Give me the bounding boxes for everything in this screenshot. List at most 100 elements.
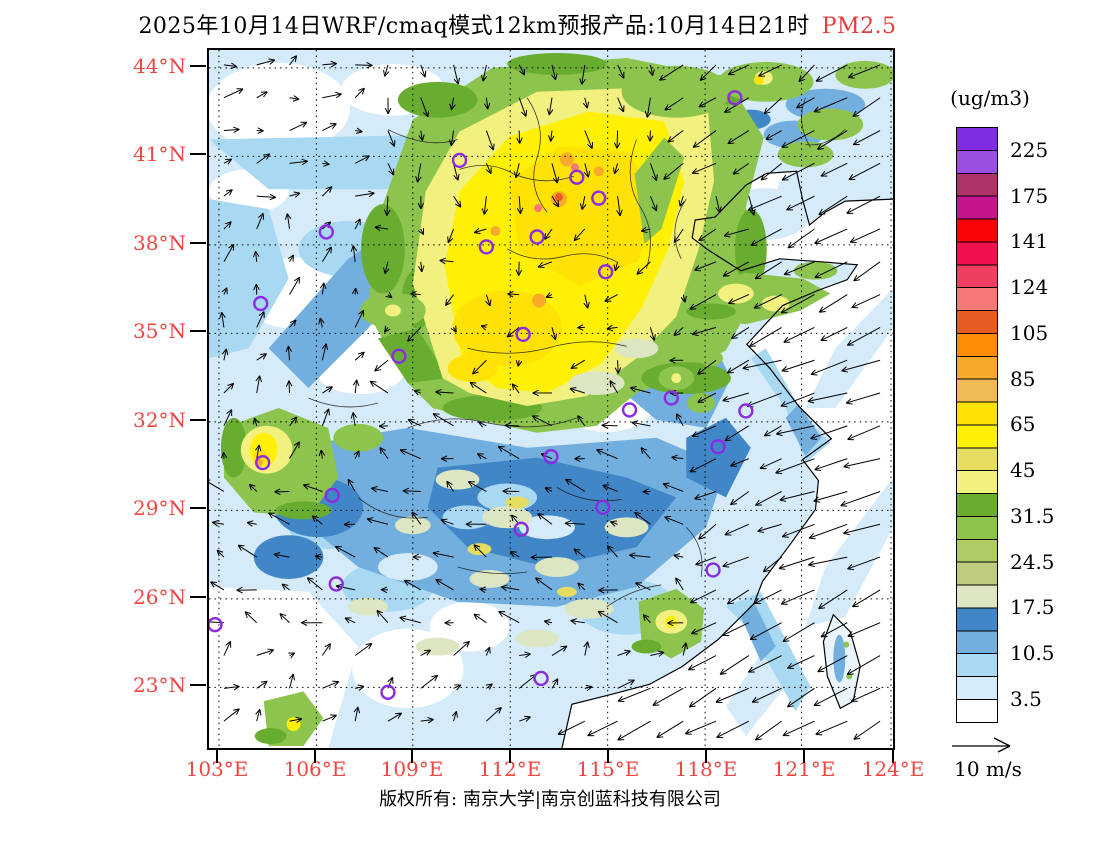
wind-arrow [485,683,493,686]
legend-swatch [956,630,998,655]
wind-arrow [722,561,728,567]
wind-arrow [290,416,297,421]
wind-arrow [787,246,795,249]
wind-arrow [485,294,491,307]
coastline [561,170,893,748]
wind-arrow [853,733,858,740]
wind-arrow [407,335,411,342]
wind-arrow [651,175,657,182]
wind-arrow [440,518,448,521]
wind-arrow [847,425,881,440]
wind-arrow [619,209,623,217]
city-marker [595,499,611,516]
wind-arrow [673,554,684,558]
wind-arrow [636,272,644,275]
wind-arrow [260,353,267,356]
wind-arrow [820,162,848,177]
wind-arrow [819,311,826,313]
wind-arrow [724,111,731,113]
wind-arrow [723,231,730,237]
wind-arrow [329,643,331,650]
wind-arrow [644,111,648,118]
wind-arrow [472,371,479,375]
wind-arrow [380,586,388,591]
wind-arrow [432,413,454,427]
wind-arrow [565,478,586,492]
wind-arrow [440,519,446,525]
wind-arrow [480,325,487,331]
wind-arrow [749,326,782,347]
wind-arrow [502,487,509,492]
wind-arrow [210,581,215,588]
wind-arrow [679,201,685,207]
wind-arrow [450,140,456,147]
wind-arrow [671,456,678,462]
wind-arrow [597,610,618,624]
wind-arrow [413,389,421,391]
wind-arrow [848,64,881,79]
wind-arrow [331,714,337,721]
lat-axis-tick [190,242,206,244]
wind-arrow [268,649,275,655]
wind-arrow [510,514,514,522]
wind-arrow [473,613,478,620]
wind-arrow [782,730,788,736]
legend-colorbar [956,127,998,723]
wind-arrow [289,276,301,295]
wind-arrow [764,111,771,115]
wind-arrow [447,228,455,243]
wind-arrow [795,102,801,109]
wind-arrow [285,345,289,353]
wind-arrow [504,422,512,426]
lat-axis-label: 23°N [133,673,186,697]
wind-arrow [810,425,848,440]
wind-arrow [692,326,717,335]
wind-arrow [722,261,750,277]
wind-arrow [525,110,528,117]
wind-arrow [614,261,619,272]
wind-arrow [287,345,293,352]
wind-arrow [776,433,783,437]
wind-arrow [583,641,589,648]
wind-arrow [722,400,730,403]
wind-arrow [730,458,750,467]
wind-arrow [662,483,668,489]
city-marker [478,239,495,255]
wind-arrow [606,324,613,330]
wind-arrow [755,738,762,741]
wind-arrow [535,577,553,591]
wind-arrow [584,686,593,689]
wind-arrow [287,345,291,361]
wind-arrow [488,683,493,690]
wind-arrow [384,107,389,115]
wind-arrow [563,645,568,652]
wind-arrow [256,444,260,459]
wind-arrow [530,554,538,558]
wind-arrow [614,265,620,272]
wind-arrow [288,673,294,680]
wind-arrow [852,605,859,608]
wind-arrow [420,130,423,141]
wind-arrow [847,72,854,78]
legend-swatch [956,676,998,700]
wind-arrow [731,332,736,339]
wind-arrow [543,620,550,626]
wind-arrow [516,137,521,144]
wind-arrow [757,523,782,532]
wind-arrow [358,87,365,91]
wind-arrow [775,458,815,474]
wind-arrow [368,190,375,194]
legend-value-label: 175 [1010,183,1049,208]
wind-arrow [415,175,418,183]
wind-arrow [426,649,432,656]
wind-arrow [728,64,750,76]
wind-arrow [564,520,572,524]
wind-arrow [223,88,244,99]
wind-arrow [787,687,815,708]
wind-arrow [775,429,782,435]
wind-arrow [229,189,233,196]
wind-arrow [783,336,789,343]
wind-arrow [311,515,323,525]
wind-arrow [814,272,820,278]
wind-arrow [256,153,270,164]
